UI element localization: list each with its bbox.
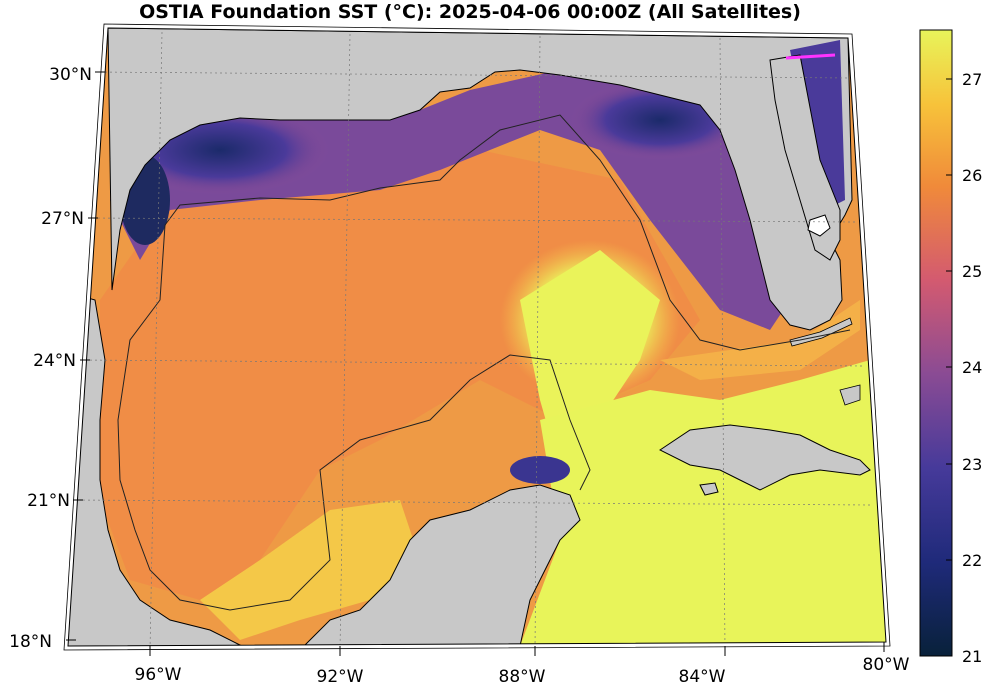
- land-yucatan: [298, 484, 581, 646]
- lon-label-80: 80°W: [863, 655, 910, 675]
- lat-label-18: 18°N: [9, 632, 52, 652]
- shelf-contour-north: [164, 114, 851, 351]
- lon-label-92: 92°W: [317, 667, 364, 687]
- shelf-contour-south: [117, 224, 591, 611]
- lon-label-84: 84°W: [679, 667, 726, 687]
- lat-label-24: 24°N: [33, 351, 76, 371]
- colorbar-label-26: 26: [962, 166, 982, 185]
- land-north-america: [107, 28, 853, 331]
- graticule: [72, 31, 871, 646]
- lon-label-88: 88°W: [499, 667, 546, 687]
- axis-ticks: [66, 71, 885, 656]
- map-title: OSTIA Foundation SST (°C): 2025-04-06 00…: [139, 1, 801, 23]
- colorbar-label-27: 27: [962, 70, 982, 89]
- colorbar-ticks: [946, 78, 952, 561]
- colorbar-label-22: 22: [962, 551, 982, 570]
- lon-label-96: 96°W: [135, 665, 182, 685]
- colorbar-label-21: 21: [962, 647, 982, 666]
- caribbean-warm: [520, 360, 886, 646]
- map-frame: [67, 27, 887, 647]
- map-area: [68, 28, 886, 646]
- lat-label-30: 30°N: [49, 65, 92, 85]
- colorbar: [919, 29, 953, 657]
- lat-label-21: 21°N: [27, 491, 70, 511]
- colorbar-label-25: 25: [962, 262, 982, 281]
- magenta-marker: [785, 53, 836, 60]
- colorbar-label-23: 23: [962, 455, 982, 474]
- colorbar-label-24: 24: [962, 358, 982, 377]
- land-cuba: [659, 424, 871, 491]
- lat-label-27: 27°N: [41, 209, 84, 229]
